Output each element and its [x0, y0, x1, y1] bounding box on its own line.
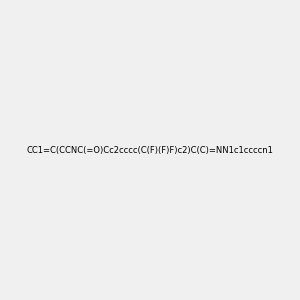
- Text: CC1=C(CCNC(=O)Cc2cccc(C(F)(F)F)c2)C(C)=NN1c1ccccn1: CC1=C(CCNC(=O)Cc2cccc(C(F)(F)F)c2)C(C)=N…: [27, 146, 273, 154]
